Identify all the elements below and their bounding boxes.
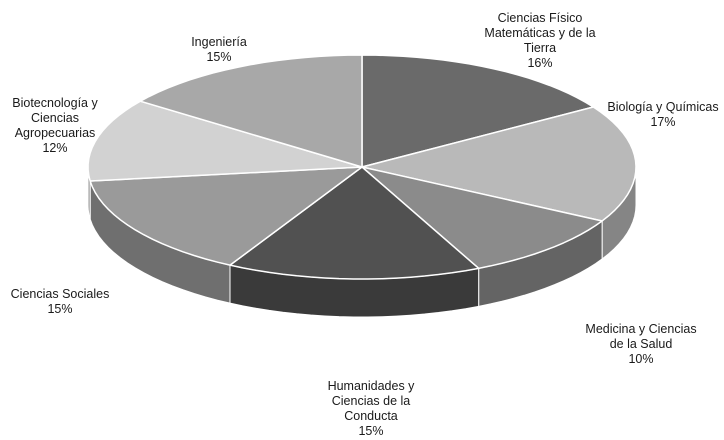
- slice-label-1: Biología y Químicas 17%: [607, 100, 718, 129]
- slice-label-4: Ciencias Sociales 15%: [11, 287, 110, 316]
- slice-label-line: de la Salud: [610, 337, 673, 351]
- slice-label-line: Ciencias Físico: [498, 11, 583, 25]
- pie-slice-1: [361, 106, 637, 222]
- slice-label-2: Medicina y Ciencias de la Salud 10%: [585, 322, 696, 366]
- slice-label-line: Humanidades y: [328, 379, 416, 393]
- slice-value-4: 15%: [47, 302, 72, 316]
- slice-label-line: Ciencias de la: [332, 394, 411, 408]
- slice-value-1: 17%: [650, 115, 675, 129]
- slice-labels: Ciencias Físico Matemáticas y de la Tierra…: [11, 11, 719, 438]
- slice-label-line: Agropecuarias: [15, 126, 96, 140]
- slice-label-line: Biotecnología y: [12, 96, 98, 110]
- pie-slice-0: [361, 54, 595, 168]
- slice-label-3: Humanidades y Ciencias de la Conducta 15%: [328, 379, 416, 438]
- slice-label-line: Biología y Químicas: [607, 100, 718, 114]
- slice-label-line: Ciencias: [31, 111, 79, 125]
- pie-sides: [87, 166, 637, 318]
- slice-value-0: 16%: [527, 56, 552, 70]
- slice-value-6: 15%: [206, 50, 231, 64]
- slice-label-6: Ingeniería 15%: [191, 35, 247, 64]
- slice-label-line: Ciencias Sociales: [11, 287, 110, 301]
- pie-slice-4: [89, 166, 363, 266]
- slice-label-line: Medicina y Ciencias: [585, 322, 696, 336]
- pie-slice-5: [87, 100, 363, 182]
- slice-value-2: 10%: [628, 352, 653, 366]
- pie-slice-6: [139, 54, 363, 168]
- pie-slice-3: [229, 166, 480, 280]
- slice-label-line: Matemáticas y de la: [484, 26, 595, 40]
- slice-label-line: Ingeniería: [191, 35, 247, 49]
- slice-value-3: 15%: [358, 424, 383, 438]
- pie-slices: [87, 54, 637, 280]
- slice-label-5: Biotecnología y Ciencias Agropecuarias 12%: [12, 96, 98, 155]
- slice-label-line: Tierra: [524, 41, 556, 55]
- slice-label-0: Ciencias Físico Matemáticas y de la Tierra…: [484, 11, 595, 70]
- slice-value-5: 12%: [42, 141, 67, 155]
- pie-slice-2: [361, 166, 603, 270]
- slice-label-line: Conducta: [344, 409, 398, 423]
